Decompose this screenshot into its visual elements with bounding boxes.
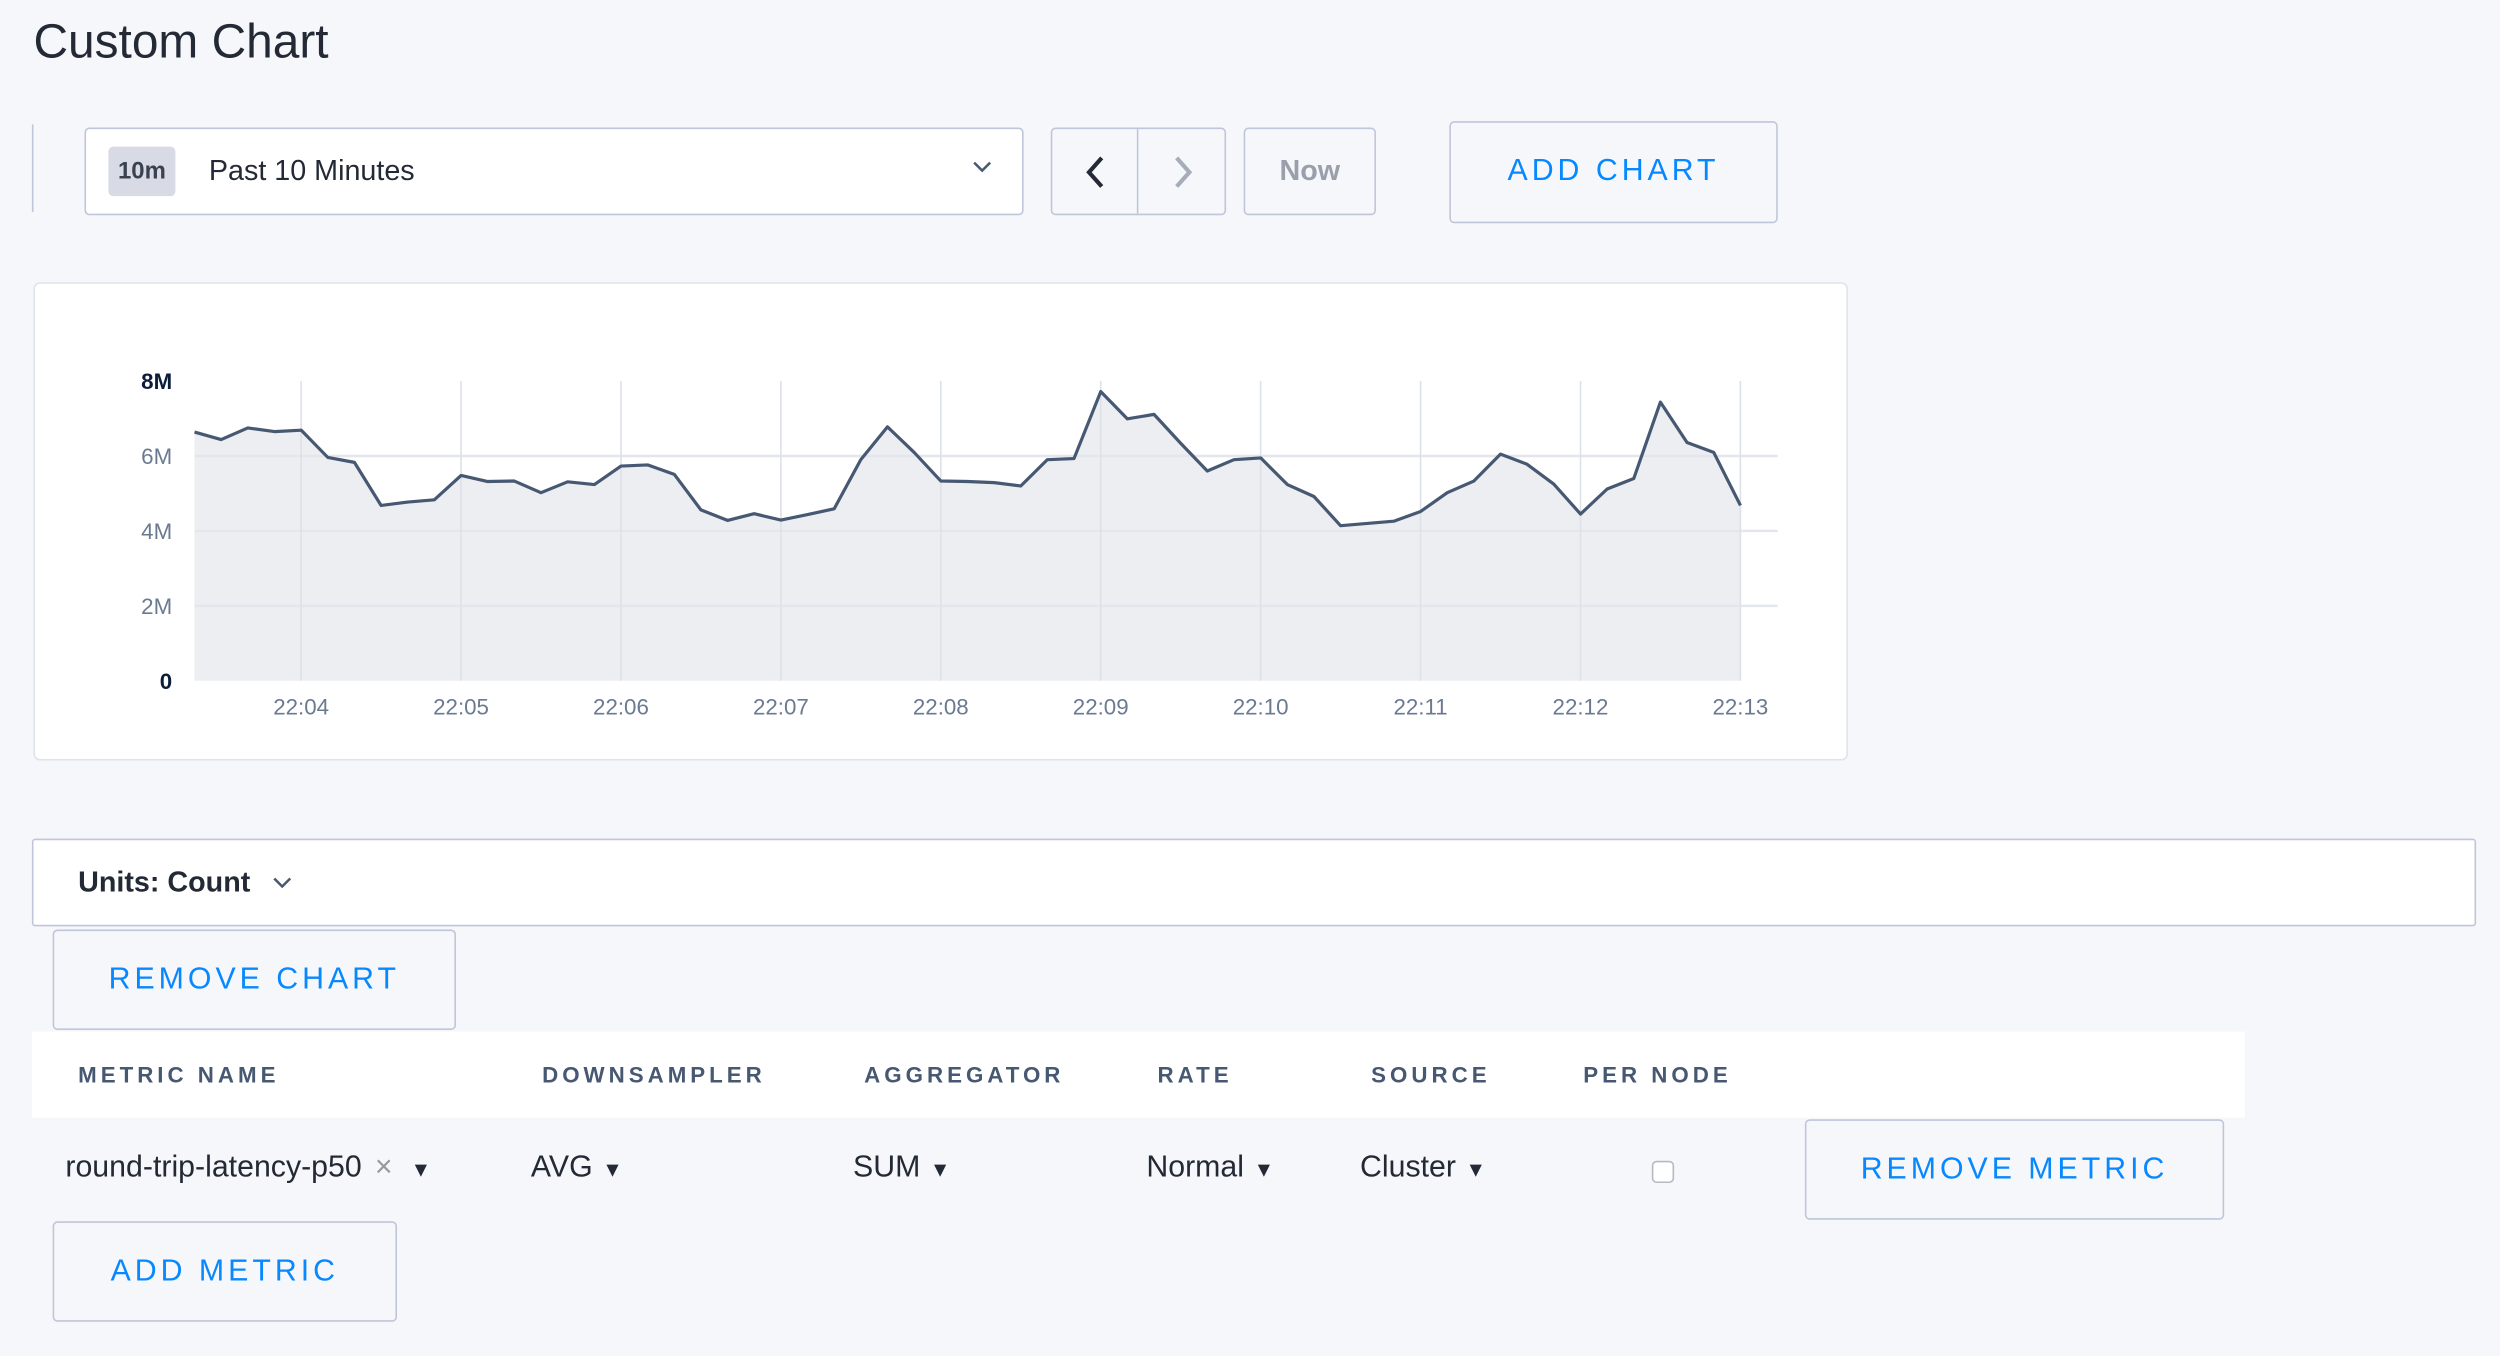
caret-down-icon: ▼ <box>929 1157 951 1182</box>
metrics-table-header <box>31 1031 2245 1118</box>
x-tick-label: 22:04 <box>273 694 329 719</box>
y-tick-label: 8M <box>141 369 172 394</box>
divider <box>31 124 34 213</box>
caret-down-icon: ▼ <box>1465 1157 1487 1182</box>
y-tick-label: 2M <box>141 594 172 619</box>
previous-button[interactable] <box>1052 129 1139 214</box>
header-source: SOURCE <box>1371 1061 1491 1088</box>
header-metric-name: METRIC NAME <box>78 1061 280 1088</box>
rate-value: Normal <box>1146 1151 1245 1185</box>
downsampler-value: AVG <box>530 1151 593 1185</box>
x-tick-label: 22:08 <box>913 694 969 719</box>
remove-metric-button[interactable]: REMOVE METRIC <box>1804 1119 2225 1220</box>
next-button[interactable] <box>1140 129 1225 214</box>
x-tick-label: 22:13 <box>1712 694 1768 719</box>
caret-down-icon: ▼ <box>602 1157 623 1182</box>
add-chart-button[interactable]: ADD CHART <box>1449 121 1778 224</box>
metric-name-select[interactable]: round-trip-latency-p50 × ▼ <box>65 1151 431 1186</box>
line-chart: 0 2M 4M 6M 8M 22:04 22:05 22:06 22:07 22:08 22:09 2… <box>141 369 1778 719</box>
x-tick-label: 22:06 <box>593 694 649 719</box>
timeframe-badge: 10m <box>108 146 176 197</box>
x-tick-label: 22:10 <box>1233 694 1289 719</box>
rate-select[interactable]: Normal ▼ <box>1146 1151 1274 1186</box>
time-nav-group <box>1050 127 1227 216</box>
page-title: Custom Chart <box>33 15 329 69</box>
timeframe-dropdown[interactable]: 10m Past 10 Minutes <box>84 127 1024 216</box>
series-line <box>194 389 1742 528</box>
add-metric-button[interactable]: ADD METRIC <box>52 1221 398 1322</box>
chevron-down-icon <box>271 871 293 901</box>
chevron-left-icon <box>1085 155 1103 188</box>
caret-down-icon: ▼ <box>1253 1157 1275 1182</box>
metric-name-value: round-trip-latency-p50 <box>65 1151 362 1185</box>
y-tick-label: 4M <box>141 519 172 544</box>
remove-chart-button[interactable]: REMOVE CHART <box>52 929 456 1030</box>
x-tick-label: 22:11 <box>1393 694 1447 719</box>
per-node-checkbox[interactable] <box>1651 1160 1675 1184</box>
y-tick-label: 0 <box>160 669 172 694</box>
y-tick-label: 6M <box>141 444 172 469</box>
now-button[interactable]: Now <box>1243 127 1376 216</box>
x-tick-label: 22:12 <box>1553 694 1609 719</box>
chart-card: 0 2M 4M 6M 8M 22:04 22:05 22:06 22:07 22:08 22:09 2… <box>33 282 1848 761</box>
units-label: Units: Count <box>78 865 251 898</box>
chart-area <box>194 391 1741 681</box>
clear-icon[interactable]: × <box>374 1151 393 1185</box>
x-tick-label: 22:05 <box>433 694 489 719</box>
source-select[interactable]: Cluster ▼ <box>1360 1151 1486 1186</box>
source-value: Cluster <box>1360 1151 1456 1185</box>
header-rate: RATE <box>1157 1061 1233 1088</box>
downsampler-select[interactable]: AVG ▼ <box>531 1151 623 1186</box>
header-aggregator: AGGREGATOR <box>864 1061 1065 1088</box>
x-tick-label: 22:09 <box>1073 694 1129 719</box>
header-downsampler: DOWNSAMPLER <box>542 1061 766 1088</box>
header-per-node: PER NODE <box>1583 1061 1732 1088</box>
caret-down-icon: ▼ <box>410 1157 432 1182</box>
aggregator-value: SUM <box>853 1151 921 1185</box>
aggregator-select[interactable]: SUM ▼ <box>853 1151 950 1186</box>
x-tick-label: 22:07 <box>753 694 809 719</box>
timeframe-label: Past 10 Minutes <box>208 154 415 187</box>
chevron-down-icon <box>971 155 993 182</box>
units-dropdown[interactable]: Units: Count <box>31 838 2477 927</box>
chevron-right-icon <box>1174 155 1192 188</box>
